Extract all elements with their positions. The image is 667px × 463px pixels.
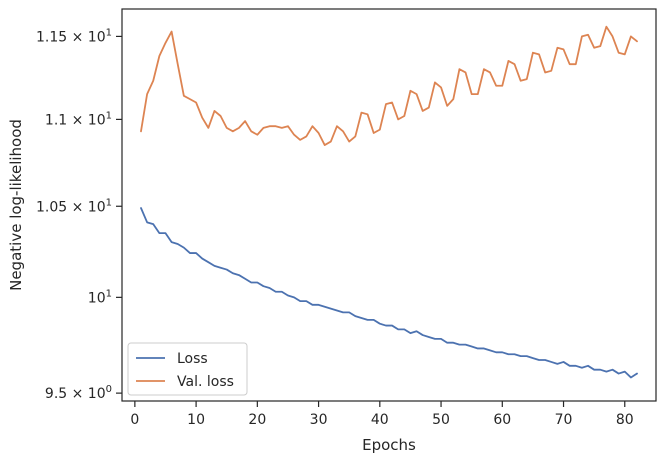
series-layer <box>140 25 638 379</box>
legend-box <box>127 342 248 396</box>
y-tick-label: 101 <box>88 288 112 306</box>
y-tick-label: 1.1 × 101 <box>45 110 112 128</box>
x-tick-label: 0 <box>130 412 139 428</box>
y-axis-ticks: 9.5 × 100 101 1.05 × 101 1.1 × 101 1.15 × 10… <box>36 27 122 402</box>
legend-label-loss: Loss <box>177 351 208 367</box>
series-line-loss <box>140 207 638 379</box>
x-tick-label: 30 <box>310 412 328 428</box>
x-tick-label: 50 <box>432 412 450 428</box>
y-tick-label: 1.05 × 101 <box>36 197 112 215</box>
x-axis-label: Epochs <box>362 436 416 454</box>
x-tick-label: 10 <box>187 412 205 428</box>
legend: Loss Val. loss <box>127 342 248 396</box>
y-axis-label: Negative log-likelihood <box>7 119 25 291</box>
plot-area <box>121 8 657 402</box>
series-line-val-loss <box>140 25 638 146</box>
y-tick-label: 1.15 × 101 <box>36 27 112 45</box>
x-tick-label: 20 <box>248 412 266 428</box>
x-axis-ticks: 0 10 20 30 40 50 60 70 80 <box>130 401 634 428</box>
y-tick-label: 9.5 × 100 <box>45 384 112 402</box>
x-tick-label: 40 <box>371 412 389 428</box>
legend-label-val-loss: Val. loss <box>177 374 234 390</box>
x-tick-label: 80 <box>616 412 634 428</box>
x-tick-label: 60 <box>493 412 511 428</box>
x-tick-label: 70 <box>555 412 573 428</box>
